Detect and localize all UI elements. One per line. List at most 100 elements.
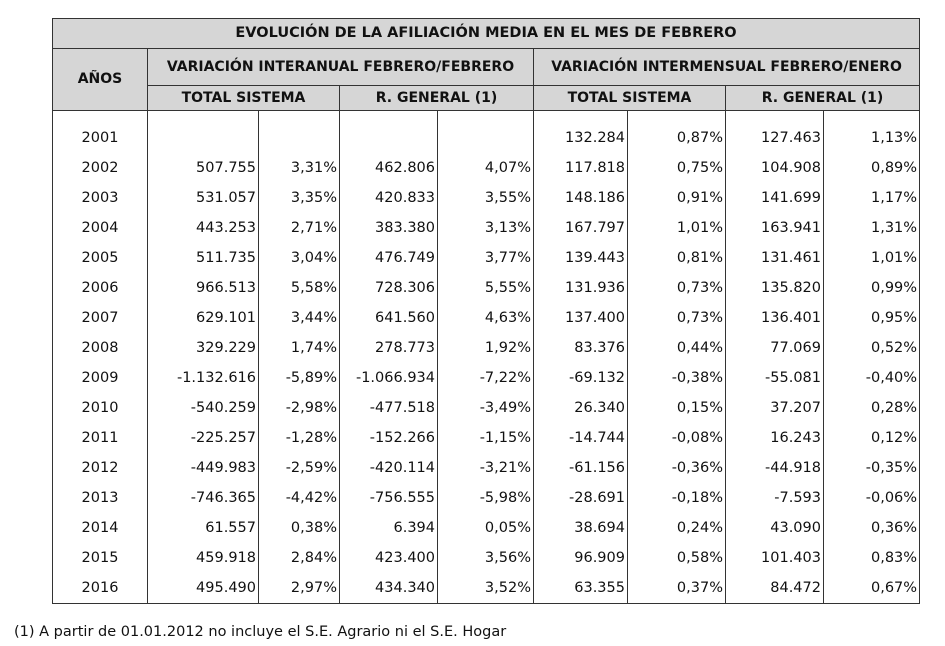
spacer-cell xyxy=(258,110,340,123)
year-cell: 2013 xyxy=(52,483,148,513)
value-cell-c8: 0,99% xyxy=(822,273,921,303)
year-cell: 2008 xyxy=(52,333,148,363)
value-cell-c7: -55.081 xyxy=(725,363,824,393)
value-cell-c6: 0,87% xyxy=(627,123,726,153)
year-cell: 2003 xyxy=(52,183,148,213)
table-row: 2013 -746.365 -4,42% -756.555 -5,98% -28.691-… xyxy=(52,483,921,513)
affiliation-table: EVOLUCIÓN DE LA AFILIACIÓN MEDIA EN EL M… xyxy=(51,18,921,604)
value-cell-c2: -4,42% xyxy=(258,483,340,513)
value-cell-c8: 0,28% xyxy=(822,393,921,423)
value-cell-c2: 1,74% xyxy=(258,333,340,363)
year-cell: 2001 xyxy=(52,123,148,153)
value-cell-c4: 3,13% xyxy=(437,213,534,243)
value-cell-c3: 476.749 xyxy=(339,243,438,273)
value-cell-c1: -1.132.616 xyxy=(147,363,259,393)
table-title: EVOLUCIÓN DE LA AFILIACIÓN MEDIA EN EL M… xyxy=(51,18,921,49)
value-cell-c3: 278.773 xyxy=(339,333,438,363)
value-cell-c7: 141.699 xyxy=(725,183,824,213)
year-cell: 2002 xyxy=(52,153,148,183)
value-cell-c2 xyxy=(258,123,340,153)
value-cell-c8: 0,12% xyxy=(822,423,921,453)
value-cell-c1: 459.918 xyxy=(147,543,259,573)
value-cell-c5: -69.132 xyxy=(533,363,628,393)
spacer-cell xyxy=(627,110,726,123)
value-cell-c7: 84.472 xyxy=(725,573,824,604)
value-cell-c2: -5,89% xyxy=(258,363,340,393)
year-cell: 2014 xyxy=(52,513,148,543)
value-cell-c4: 3,55% xyxy=(437,183,534,213)
value-cell-c6: 0,24% xyxy=(627,513,726,543)
value-cell-c3: -756.555 xyxy=(339,483,438,513)
value-cell-c7: 127.463 xyxy=(725,123,824,153)
value-cell-c4: 3,52% xyxy=(437,573,534,604)
value-cell-c8: 0,95% xyxy=(822,303,921,333)
value-cell-c2: 2,97% xyxy=(258,573,340,604)
subheader-total-sistema-intermensual: TOTAL SISTEMA xyxy=(533,85,726,111)
value-cell-c3: 641.560 xyxy=(339,303,438,333)
value-cell-c3: 434.340 xyxy=(339,573,438,604)
value-cell-c1: 443.253 xyxy=(147,213,259,243)
table-row: 2003 531.057 3,35% 420.833 3,55% 148.186 0,91%… xyxy=(52,183,921,213)
spacer-cell xyxy=(147,110,259,123)
spacer-cell xyxy=(725,110,824,123)
table-row: 2001 132.284 0,87% 127.463 1,13% xyxy=(52,123,921,153)
value-cell-c5: 26.340 xyxy=(533,393,628,423)
table-row: 2002 507.755 3,31% 462.806 4,07% 117.818 0,75%… xyxy=(52,153,921,183)
spacer-cell xyxy=(339,110,438,123)
value-cell-c7: 136.401 xyxy=(725,303,824,333)
value-cell-c8: 1,13% xyxy=(822,123,921,153)
year-cell: 2012 xyxy=(52,453,148,483)
value-cell-c5: 96.909 xyxy=(533,543,628,573)
value-cell-c7: 135.820 xyxy=(725,273,824,303)
value-cell-c3: 383.380 xyxy=(339,213,438,243)
value-cell-c3: 420.833 xyxy=(339,183,438,213)
value-cell-c2: 3,04% xyxy=(258,243,340,273)
value-cell-c5: 139.443 xyxy=(533,243,628,273)
year-cell: 2016 xyxy=(52,573,148,604)
value-cell-c3 xyxy=(339,123,438,153)
table-row: 2008 329.229 1,74% 278.773 1,92% 83.376 0,44% 7… xyxy=(52,333,921,363)
value-cell-c6: 0,75% xyxy=(627,153,726,183)
value-cell-c3: -152.266 xyxy=(339,423,438,453)
value-cell-c1: 966.513 xyxy=(147,273,259,303)
value-cell-c4: -3,49% xyxy=(437,393,534,423)
value-cell-c1 xyxy=(147,123,259,153)
value-cell-c8: -0,35% xyxy=(822,453,921,483)
value-cell-c6: -0,36% xyxy=(627,453,726,483)
value-cell-c4: 0,05% xyxy=(437,513,534,543)
value-cell-c6: 0,73% xyxy=(627,303,726,333)
value-cell-c5: 38.694 xyxy=(533,513,628,543)
table-row: 2014 61.557 0,38% 6.394 0,05% 38.694 0,24% 43.0… xyxy=(52,513,921,543)
value-cell-c8: 0,89% xyxy=(822,153,921,183)
value-cell-c7: 77.069 xyxy=(725,333,824,363)
value-cell-c6: -0,08% xyxy=(627,423,726,453)
value-cell-c5: 117.818 xyxy=(533,153,628,183)
value-cell-c8: 1,01% xyxy=(822,243,921,273)
subheader-r-general-intermensual: R. GENERAL (1) xyxy=(724,85,921,111)
years-header: AÑOS xyxy=(52,48,148,111)
spacer-cell xyxy=(533,110,628,123)
value-cell-c1: -746.365 xyxy=(147,483,259,513)
year-cell: 2011 xyxy=(52,423,148,453)
value-cell-c6: 0,37% xyxy=(627,573,726,604)
value-cell-c8: -0,40% xyxy=(822,363,921,393)
value-cell-c6: 0,58% xyxy=(627,543,726,573)
value-cell-c7: 16.243 xyxy=(725,423,824,453)
value-cell-c3: -477.518 xyxy=(339,393,438,423)
year-cell: 2009 xyxy=(52,363,148,393)
subheader-r-general-interanual: R. GENERAL (1) xyxy=(339,85,534,111)
value-cell-c5: -61.156 xyxy=(533,453,628,483)
table-row: 2004 443.253 2,71% 383.380 3,13% 167.797 1,01%… xyxy=(52,213,921,243)
value-cell-c2: -2,98% xyxy=(258,393,340,423)
subheader-total-sistema-interanual: TOTAL SISTEMA xyxy=(147,85,340,111)
value-cell-c8: 1,31% xyxy=(822,213,921,243)
value-cell-c5: -28.691 xyxy=(533,483,628,513)
spacer-cell xyxy=(822,110,921,123)
spacer-cell xyxy=(52,110,148,123)
year-cell: 2010 xyxy=(52,393,148,423)
value-cell-c1: 495.490 xyxy=(147,573,259,604)
value-cell-c1: -449.983 xyxy=(147,453,259,483)
year-cell: 2015 xyxy=(52,543,148,573)
group-header-intermensual: VARIACIÓN INTERMENSUAL FEBRERO/ENERO xyxy=(532,48,921,86)
value-cell-c6: 0,73% xyxy=(627,273,726,303)
